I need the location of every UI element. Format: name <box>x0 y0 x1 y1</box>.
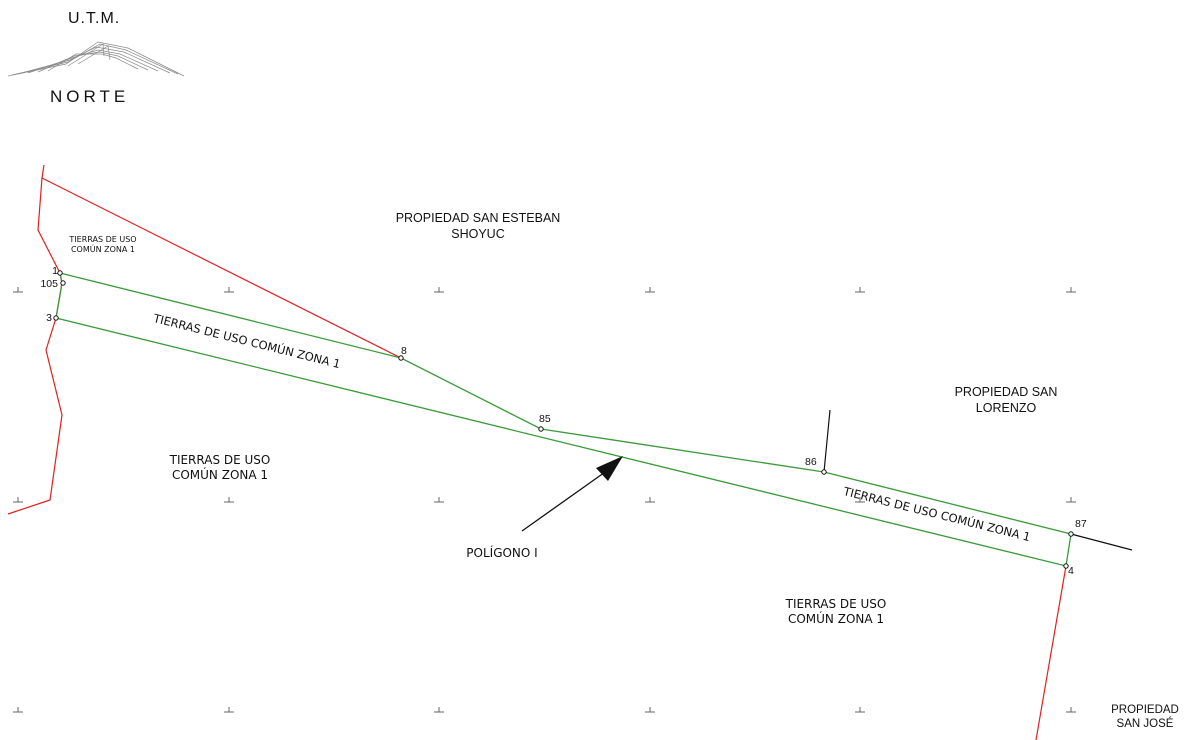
grid-tick <box>1066 707 1076 713</box>
area-uso-comun-left: TIERRAS DE USO COMÚN ZONA 1 <box>169 453 271 482</box>
area-san-lorenzo: PROPIEDAD SAN LORENZO <box>954 385 1058 415</box>
polygon-green <box>55 272 1072 567</box>
area-uso-comun-bottom: TIERRAS DE USO COMÚN ZONA 1 <box>785 597 887 626</box>
grid-tick <box>645 707 655 713</box>
grid-tick <box>13 497 23 503</box>
grid-tick <box>434 287 444 293</box>
polygon-label: POLÍGONO I <box>466 546 538 560</box>
grid-tick <box>855 497 865 503</box>
grid-tick <box>645 287 655 293</box>
polygon-arrow-head <box>596 456 623 481</box>
grid-tick <box>1066 497 1076 503</box>
grid-tick <box>224 497 234 503</box>
utm-title: U.T.M. <box>68 10 121 27</box>
vertex-4-label: 4 <box>1068 565 1074 577</box>
line-87-east <box>1070 533 1133 551</box>
grid-tick <box>855 287 865 293</box>
grid-tick <box>434 497 444 503</box>
area-san-esteban: PROPIEDAD SAN ESTEBAN SHOYUC <box>395 211 561 241</box>
grid-tick <box>1066 287 1076 293</box>
vertex-85-label: 85 <box>539 413 551 425</box>
vertex-86-label: 86 <box>805 456 817 468</box>
area-san-jose: PROPIEDAD SAN JOSÉ <box>1111 704 1179 731</box>
grid-ticks <box>13 287 1076 713</box>
vertex-1-marker <box>57 270 63 276</box>
vertex-87-label: 87 <box>1075 518 1087 530</box>
vertex-85-marker <box>538 426 544 432</box>
vertex-8-label: 8 <box>401 345 407 357</box>
grid-tick <box>13 707 23 713</box>
boundary-diagonal <box>41 177 402 359</box>
vertex-1-label: 1 <box>52 265 58 277</box>
vertex-105-marker <box>60 280 66 286</box>
north-arrow-icon <box>8 41 185 77</box>
vertex-3-label: 3 <box>46 312 52 324</box>
grid-tick <box>13 287 23 293</box>
vertex-87-marker <box>1068 531 1074 537</box>
line-86-north <box>823 409 831 473</box>
vertex-105-label: 105 <box>40 278 58 290</box>
polygon-arrow-shaft <box>521 469 609 532</box>
grid-tick <box>434 707 444 713</box>
boundary-left <box>7 164 63 515</box>
grid-tick <box>645 497 655 503</box>
area-uso-comun-top: TIERRAS DE USO COMÚN ZONA 1 <box>69 235 137 254</box>
vertex-4-marker <box>1063 563 1069 569</box>
north-label: NORTE <box>50 87 130 106</box>
vertex-3-marker <box>53 315 59 321</box>
vertex-8-marker <box>398 355 404 361</box>
strip-label-right: TIERRAS DE USO COMÚN ZONA 1 <box>841 483 1032 544</box>
grid-tick <box>855 707 865 713</box>
grid-tick <box>224 287 234 293</box>
vertex-86-marker <box>821 469 827 475</box>
grid-tick <box>224 707 234 713</box>
boundary-right <box>1035 565 1067 740</box>
